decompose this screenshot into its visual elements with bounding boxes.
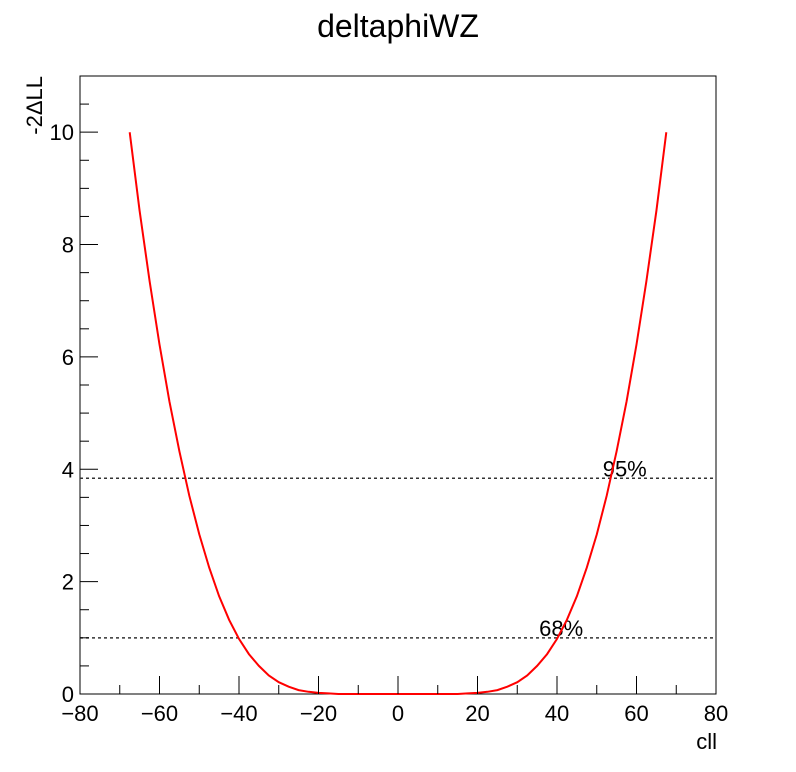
y-tick-label: 4: [62, 457, 74, 482]
series-line: [128, 132, 668, 695]
x-tick-label: −80: [61, 701, 98, 726]
x-tick-label: 0: [392, 701, 404, 726]
y-axis-label: -2ΔLL: [22, 76, 47, 135]
x-tick-label: −60: [141, 701, 178, 726]
x-axis: −80 −60 −40 −20 0 20 40 60 80: [61, 676, 728, 726]
x-tick-label: 80: [704, 701, 728, 726]
x-tick-label: −20: [300, 701, 337, 726]
chart-title: deltaphiWZ: [317, 8, 479, 44]
x-tick-label: 40: [545, 701, 569, 726]
x-axis-label: cll: [696, 729, 717, 754]
plot-frame: [79, 75, 717, 695]
y-tick-label: 10: [50, 120, 74, 145]
reference-line-label: 95%: [603, 456, 647, 481]
x-tick-label: −40: [220, 701, 257, 726]
x-tick-label: 60: [624, 701, 648, 726]
plot-border: [79, 75, 717, 695]
y-tick-label: 6: [62, 345, 74, 370]
y-tick-label: 8: [62, 233, 74, 258]
y-axis: 0 2 4 6 8 10: [50, 75, 98, 707]
reference-lines: 68% 95%: [80, 456, 716, 641]
y-tick-label: 2: [62, 570, 74, 595]
x-tick-label: 20: [465, 701, 489, 726]
series-layer: [128, 132, 668, 695]
reference-line-label: 68%: [539, 616, 583, 641]
y-tick-label: 0: [62, 682, 74, 707]
